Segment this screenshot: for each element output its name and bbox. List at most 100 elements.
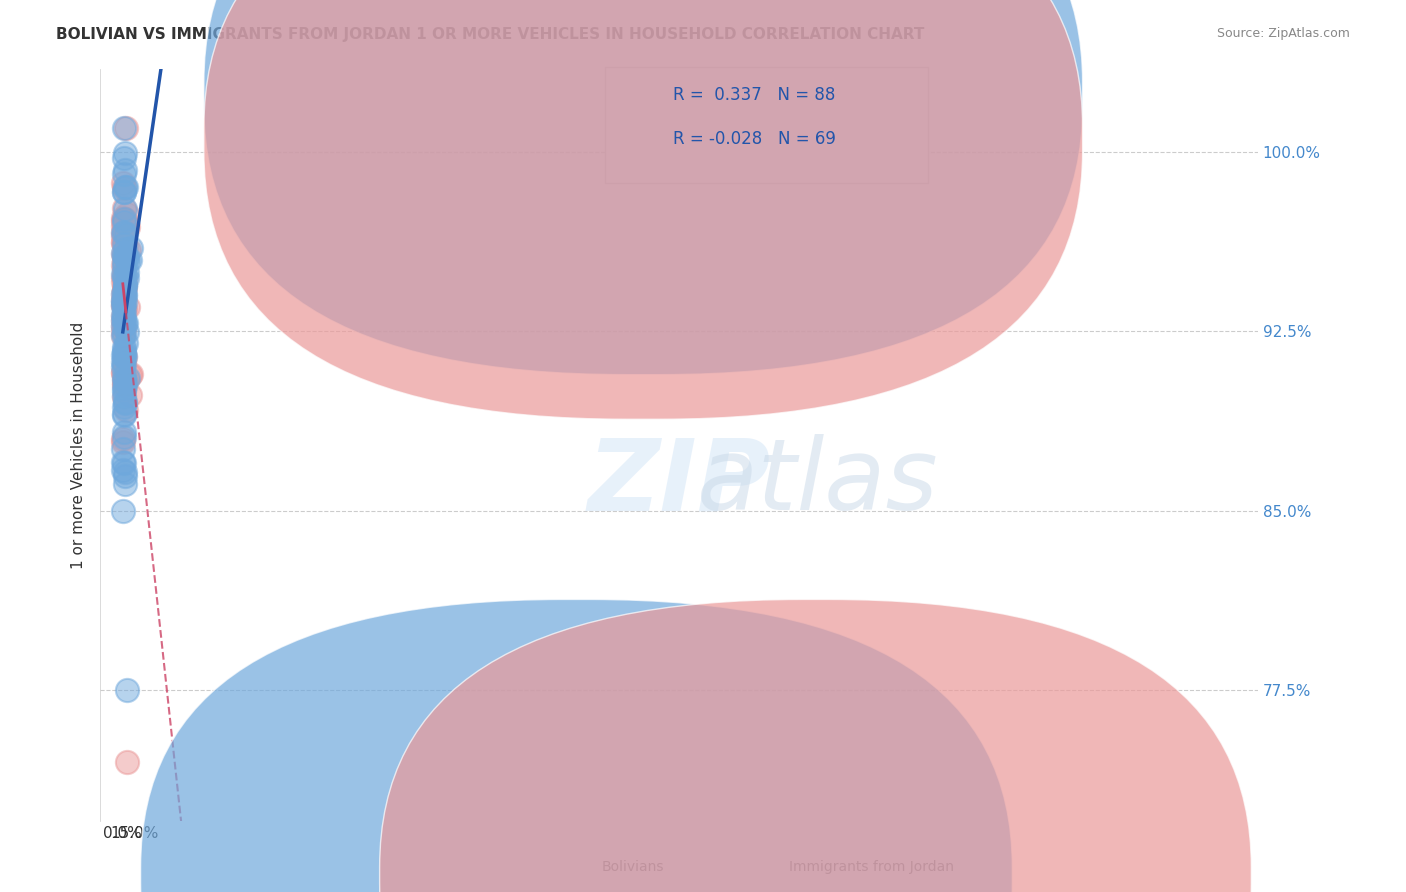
- Point: [112, 293, 135, 308]
- Point: [112, 298, 135, 312]
- Point: [112, 354, 135, 368]
- Point: [112, 358, 135, 372]
- Point: [114, 222, 136, 236]
- Point: [114, 469, 136, 483]
- Point: [120, 241, 142, 255]
- Text: ZIP: ZIP: [588, 434, 770, 531]
- Point: [112, 373, 135, 387]
- Point: [114, 121, 136, 136]
- Point: [112, 290, 135, 304]
- Point: [114, 277, 136, 292]
- Point: [114, 269, 136, 284]
- Point: [112, 504, 135, 518]
- Point: [112, 456, 135, 470]
- Text: atlas: atlas: [697, 434, 939, 531]
- Point: [111, 310, 134, 324]
- Point: [115, 683, 138, 698]
- Point: [111, 246, 134, 260]
- Point: [117, 371, 139, 385]
- Point: [120, 252, 142, 267]
- Point: [114, 395, 136, 409]
- Point: [112, 248, 135, 262]
- Point: [112, 381, 135, 395]
- Point: [115, 403, 138, 417]
- Point: [112, 249, 135, 263]
- Point: [111, 455, 134, 469]
- Point: [114, 374, 136, 388]
- Point: [112, 292, 135, 306]
- Point: [112, 348, 135, 362]
- Point: [115, 316, 138, 330]
- Point: [112, 350, 135, 364]
- Point: [112, 266, 135, 280]
- Point: [112, 211, 135, 226]
- Point: [114, 163, 136, 178]
- Point: [114, 280, 136, 294]
- Point: [112, 246, 135, 260]
- Point: [112, 212, 135, 227]
- Point: [114, 146, 136, 161]
- Point: [114, 379, 136, 393]
- Point: [114, 302, 136, 317]
- Point: [112, 226, 135, 240]
- Point: [112, 301, 135, 315]
- Point: [120, 367, 142, 381]
- Point: [114, 349, 136, 363]
- Point: [111, 366, 134, 380]
- Point: [115, 325, 138, 339]
- Point: [112, 309, 135, 323]
- Point: [111, 432, 134, 446]
- Point: [114, 372, 136, 386]
- Point: [112, 313, 135, 327]
- Point: [115, 252, 138, 266]
- Point: [112, 281, 135, 295]
- Point: [112, 284, 135, 298]
- Point: [112, 211, 135, 226]
- Point: [114, 253, 136, 268]
- Point: [112, 378, 135, 392]
- Point: [114, 185, 136, 199]
- Point: [114, 343, 136, 357]
- Point: [112, 237, 135, 252]
- Point: [112, 313, 135, 327]
- Point: [115, 241, 138, 255]
- Point: [112, 254, 135, 268]
- Text: R =  0.337   N = 88: R = 0.337 N = 88: [673, 86, 835, 103]
- Point: [114, 212, 136, 227]
- Point: [112, 391, 135, 405]
- Point: [111, 308, 134, 322]
- Point: [112, 407, 135, 421]
- Point: [112, 327, 135, 342]
- Point: [112, 463, 135, 477]
- Point: [112, 201, 135, 215]
- Point: [115, 207, 138, 221]
- Point: [114, 287, 136, 301]
- Point: [112, 366, 135, 380]
- Point: [112, 214, 135, 228]
- Point: [112, 269, 135, 284]
- Point: [112, 213, 135, 227]
- Point: [118, 368, 141, 382]
- Point: [112, 235, 135, 249]
- Point: [112, 219, 135, 233]
- Point: [115, 227, 138, 241]
- Point: [115, 335, 138, 350]
- Point: [112, 225, 135, 239]
- Point: [114, 274, 136, 288]
- Point: [115, 179, 138, 194]
- Point: [112, 260, 135, 275]
- Point: [114, 317, 136, 331]
- Point: [112, 177, 135, 191]
- Point: [115, 265, 138, 279]
- Point: [112, 425, 135, 440]
- Point: [114, 376, 136, 391]
- Point: [118, 388, 141, 402]
- Point: [112, 346, 135, 360]
- Text: Immigrants from Jordan: Immigrants from Jordan: [789, 860, 955, 874]
- Point: [112, 218, 135, 232]
- Point: [111, 442, 134, 456]
- Point: [112, 180, 135, 194]
- Point: [112, 360, 135, 375]
- Text: BOLIVIAN VS IMMIGRANTS FROM JORDAN 1 OR MORE VEHICLES IN HOUSEHOLD CORRELATION C: BOLIVIAN VS IMMIGRANTS FROM JORDAN 1 OR …: [56, 27, 925, 42]
- Point: [117, 253, 139, 268]
